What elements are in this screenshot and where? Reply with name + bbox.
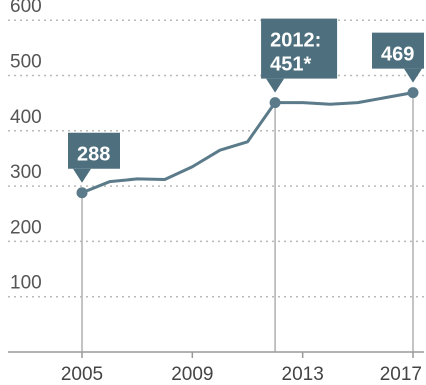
y-tick-label: 100 — [10, 273, 42, 294]
y-tick-label: 200 — [10, 217, 42, 238]
callout-label: 469 — [381, 44, 414, 66]
callout-box — [372, 32, 424, 69]
data-point — [269, 97, 281, 109]
annotation-callouts: 288 2012:451* 469 — [68, 18, 424, 183]
x-tick-label: 2005 — [61, 364, 103, 385]
callout-box — [261, 18, 338, 79]
x-tick-label: 2009 — [171, 364, 213, 385]
annotation-drop-lines — [81, 92, 414, 352]
y-tick-label: 600 — [10, 0, 42, 17]
callout-2012: 2012:451* — [261, 18, 338, 93]
data-point — [76, 187, 88, 199]
x-axis-ticks: 2005 2009 2013 2017 — [61, 352, 422, 385]
y-axis-ticks: 100 200 300 400 500 600 — [10, 0, 42, 294]
series-line — [80, 91, 415, 195]
callout-pointer — [73, 168, 91, 183]
callout-label: 451* — [270, 54, 311, 76]
data-points — [76, 87, 419, 199]
data-point — [407, 87, 419, 99]
callout-2005: 288 — [68, 132, 120, 183]
callout-2017: 469 — [372, 32, 424, 83]
callout-pointer — [266, 78, 285, 93]
x-tick-label: 2017 — [380, 364, 422, 385]
x-tick-label: 2013 — [282, 364, 324, 385]
callout-box — [68, 132, 120, 169]
y-tick-label: 400 — [10, 107, 42, 128]
y-tick-label: 300 — [10, 162, 42, 183]
callout-pointer — [404, 68, 422, 83]
y-tick-label: 500 — [10, 52, 42, 73]
callout-label: 288 — [77, 144, 110, 166]
series-layer — [80, 91, 415, 195]
callout-label: 2012: — [270, 30, 321, 52]
